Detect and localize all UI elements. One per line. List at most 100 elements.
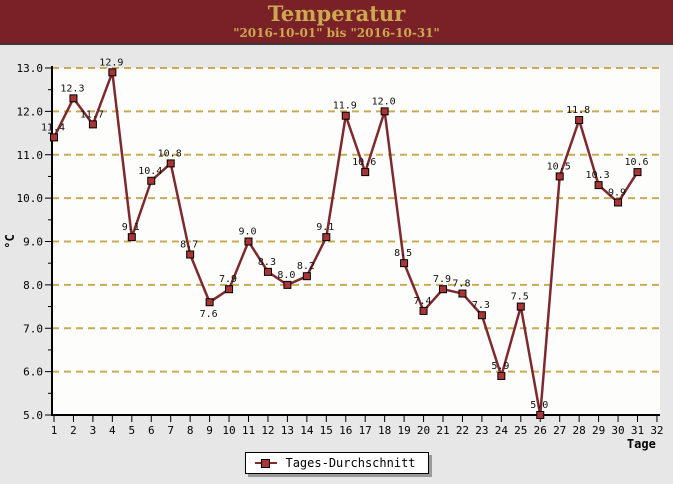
x-tick-label: 7 bbox=[167, 424, 174, 437]
data-point-marker bbox=[536, 411, 545, 419]
x-tick-label: 3 bbox=[90, 424, 97, 437]
x-tick-label: 1 bbox=[51, 424, 58, 437]
y-tick-label: 12.0 bbox=[17, 105, 44, 118]
y-tick-label: 8.0 bbox=[23, 279, 43, 292]
x-tick-label: 9 bbox=[206, 424, 213, 437]
data-point-label: 9.1 bbox=[316, 222, 334, 233]
y-tick-label: 10.0 bbox=[17, 192, 44, 205]
x-tick-label: 10 bbox=[222, 424, 235, 437]
x-tick-label: 18 bbox=[378, 424, 391, 437]
data-point-marker bbox=[555, 172, 564, 181]
x-tick-label: 8 bbox=[187, 424, 194, 437]
data-point-label: 8.0 bbox=[277, 270, 295, 281]
x-tick-label: 25 bbox=[514, 424, 527, 437]
x-tick-label: 13 bbox=[281, 424, 294, 437]
data-point-label: 8.3 bbox=[258, 257, 276, 268]
data-point-label: 11.9 bbox=[333, 101, 357, 112]
y-tick-label: 11.0 bbox=[17, 149, 44, 162]
data-point-label: 9.1 bbox=[122, 222, 140, 233]
data-point-marker bbox=[147, 176, 156, 185]
data-point-label: 7.6 bbox=[200, 309, 218, 320]
data-point-label: 7.8 bbox=[452, 279, 470, 290]
data-point-label: 7.9 bbox=[433, 274, 451, 285]
data-point-label: 7.3 bbox=[472, 300, 490, 311]
data-point-marker bbox=[108, 68, 117, 77]
data-point-marker bbox=[361, 168, 370, 177]
data-point-marker bbox=[166, 159, 175, 168]
chart-title: Temperatur bbox=[267, 1, 406, 26]
y-tick-label: 7.0 bbox=[23, 322, 43, 335]
data-point-marker bbox=[69, 94, 78, 103]
data-labels: 11.4 12.3 11.7 12.9 9.1 10.4 10.8 8.7 7.6 7.9 9.0 8… bbox=[41, 57, 649, 411]
legend-series-marker-icon bbox=[254, 458, 277, 468]
data-point-label: 5.9 bbox=[491, 361, 509, 372]
data-point-marker bbox=[302, 272, 311, 281]
data-point-marker bbox=[594, 181, 603, 190]
data-point-label: 10.3 bbox=[586, 170, 610, 181]
x-tick-label: 23 bbox=[475, 424, 488, 437]
data-point-marker bbox=[225, 285, 234, 294]
data-point-marker bbox=[633, 168, 642, 177]
data-point-marker bbox=[439, 285, 447, 294]
x-tick-label: 24 bbox=[495, 424, 509, 437]
data-point-label: 9.9 bbox=[608, 187, 626, 198]
x-tick-label: 30 bbox=[611, 424, 624, 437]
data-point-marker bbox=[341, 111, 350, 120]
data-point-marker bbox=[322, 233, 331, 242]
data-point-label: 12.9 bbox=[99, 57, 123, 68]
data-point-label: 8.5 bbox=[394, 248, 412, 259]
chart-header: Temperatur "2016-10-01" bis "2016-10-31" bbox=[0, 0, 673, 45]
x-tick-label: 11 bbox=[242, 424, 255, 437]
y-tick-label: 9.0 bbox=[23, 236, 43, 249]
y-axis-title: °C bbox=[3, 234, 17, 248]
x-tick-label: 14 bbox=[300, 424, 314, 437]
x-tick-label: 21 bbox=[436, 424, 449, 437]
chart-area: °C 5.0 6.0 7.0 8.0 9.0 10.0 11.0 12.0 13.0 1 2 3 4 5 6 7… bbox=[0, 45, 673, 484]
y-tick-label: 5.0 bbox=[23, 409, 43, 422]
data-point-marker bbox=[50, 133, 58, 142]
data-point-marker bbox=[477, 311, 486, 320]
data-point-label: 10.8 bbox=[158, 148, 182, 159]
data-point-label: 10.6 bbox=[352, 157, 376, 168]
x-tick-label: 2 bbox=[70, 424, 77, 437]
data-point-label: 10.5 bbox=[547, 161, 571, 172]
data-point-marker bbox=[380, 107, 389, 116]
data-point-label: 7.4 bbox=[414, 296, 432, 307]
data-point-label: 10.4 bbox=[138, 166, 162, 177]
data-point-marker bbox=[419, 306, 428, 315]
y-tick-label: 6.0 bbox=[23, 366, 43, 379]
data-point-marker bbox=[575, 116, 584, 125]
x-tick-label: 17 bbox=[359, 424, 372, 437]
y-axis: 5.0 6.0 7.0 8.0 9.0 10.0 11.0 12.0 13.0 bbox=[17, 62, 51, 422]
data-point-label: 5.0 bbox=[530, 400, 548, 411]
x-tick-label: 22 bbox=[456, 424, 469, 437]
data-point-marker bbox=[244, 237, 253, 246]
data-point-marker bbox=[283, 280, 292, 289]
x-tick-label: 26 bbox=[534, 424, 547, 437]
x-tick-label: 4 bbox=[109, 424, 116, 437]
x-tick-label: 27 bbox=[553, 424, 566, 437]
data-point-marker bbox=[458, 289, 467, 298]
data-point-marker bbox=[263, 267, 272, 276]
gridlines bbox=[52, 67, 660, 373]
x-tick-label: 28 bbox=[573, 424, 586, 437]
data-point-marker bbox=[205, 298, 214, 307]
data-point-label: 12.3 bbox=[60, 83, 84, 94]
data-point-marker bbox=[516, 302, 525, 311]
data-point-marker bbox=[127, 233, 136, 242]
legend-series-label: Tages-Durchschnitt bbox=[285, 456, 416, 470]
legend: Tages-Durchschnitt bbox=[244, 452, 429, 474]
axes: °C bbox=[3, 66, 660, 416]
data-point-marker bbox=[186, 250, 195, 259]
data-point-marker bbox=[400, 259, 409, 268]
x-tick-label: 12 bbox=[261, 424, 274, 437]
temperature-chart: °C5.06.07.08.09.010.011.012.013.01 2 3 4 5 6 7… bbox=[3, 57, 664, 451]
data-point-label: 9.0 bbox=[238, 227, 256, 238]
data-point-label: 7.5 bbox=[511, 292, 529, 303]
data-point-marker bbox=[497, 371, 506, 380]
data-points bbox=[50, 68, 642, 419]
data-point-label: 10.6 bbox=[624, 157, 648, 168]
data-point-marker bbox=[614, 198, 623, 207]
data-point-label: 12.0 bbox=[372, 96, 396, 107]
